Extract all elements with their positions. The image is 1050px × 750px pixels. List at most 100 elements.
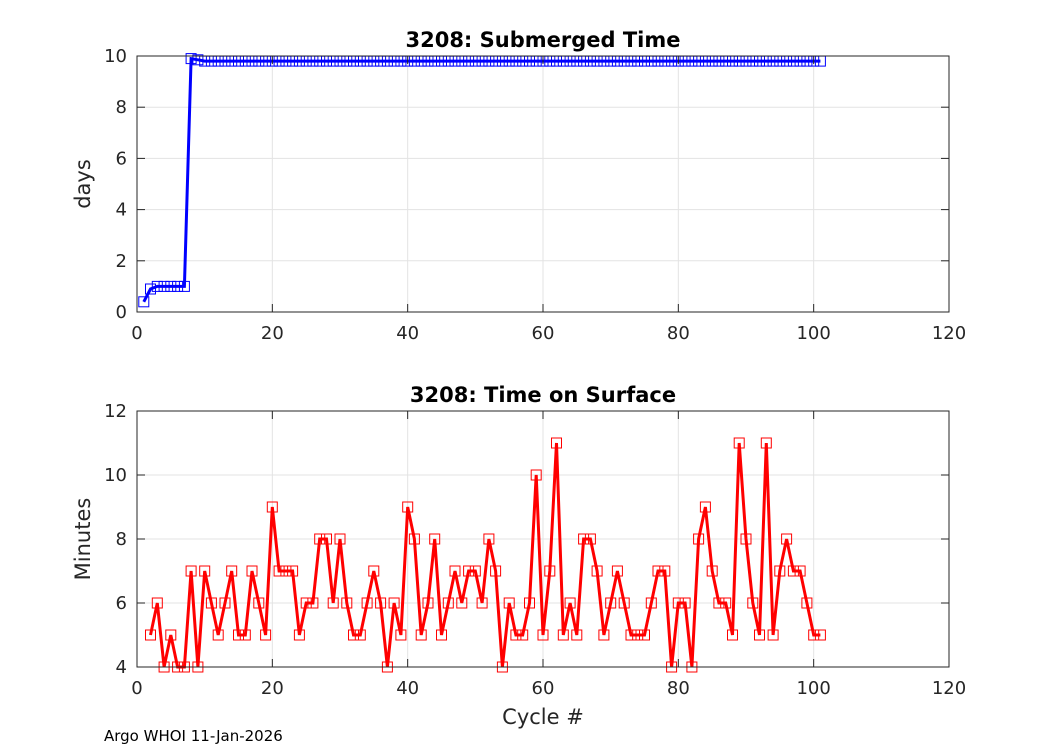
surface-xtick-label: 80 bbox=[667, 678, 690, 699]
surface-data-point bbox=[212, 629, 224, 641]
submerged-gridlines bbox=[137, 56, 949, 312]
surface-data-point bbox=[754, 629, 765, 641]
surface-data-point bbox=[591, 565, 603, 577]
submerged-data-point bbox=[192, 54, 204, 66]
surface-data-point bbox=[151, 597, 163, 609]
surface-data-point bbox=[429, 533, 441, 545]
surface-data-point bbox=[672, 597, 684, 609]
submerged-xtick-label: 20 bbox=[261, 323, 284, 344]
surface-data-point bbox=[388, 597, 400, 609]
surface-data-point bbox=[408, 533, 420, 545]
submerged-xtick-label: 60 bbox=[532, 323, 555, 344]
surface-data-point bbox=[314, 533, 326, 545]
surface-data-point bbox=[611, 565, 623, 577]
surface-data-point bbox=[564, 597, 576, 609]
surface-ytick-label: 6 bbox=[116, 593, 127, 614]
submerged-xtick-label: 40 bbox=[396, 323, 419, 344]
surface-data-point bbox=[239, 629, 251, 641]
submerged-data-point bbox=[165, 280, 177, 292]
submerged-ytick-label: 2 bbox=[116, 251, 127, 272]
surface-data-point bbox=[530, 469, 542, 481]
surface-xlabel: Cycle # bbox=[502, 705, 584, 729]
surface-data-point bbox=[145, 629, 156, 641]
surface-data-point bbox=[422, 597, 434, 609]
surface-data-point bbox=[490, 565, 502, 577]
surface-data-point bbox=[368, 565, 380, 577]
submerged-data-point bbox=[138, 296, 150, 308]
surface-xtick-label: 100 bbox=[796, 678, 830, 699]
surface-data-point bbox=[260, 629, 272, 641]
surface-data-point bbox=[402, 501, 414, 513]
submerged-ytick-label: 8 bbox=[116, 97, 127, 118]
submerged-data-point bbox=[151, 280, 163, 292]
surface-title: 3208: Time on Surface bbox=[410, 383, 676, 407]
surface-xtick-label: 120 bbox=[932, 678, 966, 699]
surface-data-point bbox=[246, 565, 258, 577]
surface-data-point bbox=[584, 533, 596, 545]
surface-data-point bbox=[639, 629, 650, 641]
surface-data-point bbox=[300, 597, 312, 609]
surface-data-point bbox=[557, 629, 569, 641]
submerged-title: 3208: Submerged Time bbox=[405, 28, 680, 52]
surface-data-point bbox=[287, 565, 299, 577]
surface-data-point bbox=[652, 565, 664, 577]
surface-data-point bbox=[442, 597, 454, 609]
surface-ticks: 0 20 40 60 80 100 120 4 6 8 10 12 bbox=[104, 401, 966, 699]
surface-xtick-label: 40 bbox=[396, 678, 419, 699]
surface-data-point bbox=[185, 565, 197, 577]
surface-data-point bbox=[544, 565, 556, 577]
surface-data-point bbox=[740, 533, 752, 545]
surface-data-point bbox=[679, 597, 691, 609]
surface-data-point bbox=[794, 565, 806, 577]
submerged-time-plot: 0 20 40 60 80 100 120 0 2 4 6 8 10 3208: Submerged T… bbox=[71, 28, 966, 344]
surface-data-point bbox=[781, 533, 793, 545]
surface-data-point bbox=[747, 597, 759, 609]
submerged-data-point bbox=[158, 280, 170, 292]
submerged-ylabel: days bbox=[71, 159, 95, 209]
surface-data-point bbox=[483, 533, 495, 545]
submerged-ytick-label: 10 bbox=[104, 46, 127, 67]
surface-data-point bbox=[598, 629, 610, 641]
surface-data-point bbox=[801, 597, 813, 609]
surface-series-line bbox=[149, 442, 821, 669]
submerged-xtick-label: 120 bbox=[932, 323, 966, 344]
surface-ytick-label: 8 bbox=[116, 529, 127, 550]
surface-data-point bbox=[436, 629, 447, 641]
submerged-xtick-label: 100 bbox=[796, 323, 830, 344]
surface-ytick-label: 4 bbox=[116, 657, 127, 678]
submerged-ytick-label: 0 bbox=[116, 302, 127, 323]
surface-data-point bbox=[334, 533, 346, 545]
submerged-ytick-label: 4 bbox=[116, 200, 127, 221]
surface-data-point bbox=[327, 597, 339, 609]
surface-data-point bbox=[253, 597, 265, 609]
surface-data-point bbox=[273, 565, 285, 577]
submerged-data-point bbox=[145, 283, 156, 295]
surface-data-point bbox=[266, 501, 278, 513]
surface-data-point bbox=[348, 629, 359, 641]
surface-ytick-label: 12 bbox=[104, 401, 127, 422]
submerged-ytick-label: 6 bbox=[116, 148, 127, 169]
surface-data-point bbox=[706, 565, 718, 577]
surface-data-point bbox=[693, 533, 705, 545]
surface-xtick-label: 60 bbox=[532, 678, 555, 699]
submerged-ticks: 0 20 40 60 80 100 120 0 2 4 6 8 10 bbox=[104, 46, 966, 344]
surface-data-point bbox=[226, 565, 238, 577]
surface-data-point bbox=[280, 565, 292, 577]
surface-data-point bbox=[375, 597, 387, 609]
surface-data-point bbox=[727, 629, 738, 641]
surface-data-point bbox=[307, 597, 319, 609]
surface-data-point bbox=[605, 597, 617, 609]
surface-data-point bbox=[469, 565, 481, 577]
surface-data-point bbox=[713, 597, 725, 609]
surface-data-point bbox=[510, 629, 522, 641]
surface-data-point bbox=[578, 533, 590, 545]
surface-data-point bbox=[632, 629, 644, 641]
surface-data-point bbox=[354, 629, 366, 641]
surface-data-point bbox=[524, 597, 535, 609]
submerged-data-point bbox=[178, 280, 190, 292]
surface-data-point bbox=[341, 597, 353, 609]
surface-data-point bbox=[551, 437, 562, 449]
surface-data-point bbox=[720, 597, 732, 609]
surface-data-point bbox=[517, 629, 529, 641]
